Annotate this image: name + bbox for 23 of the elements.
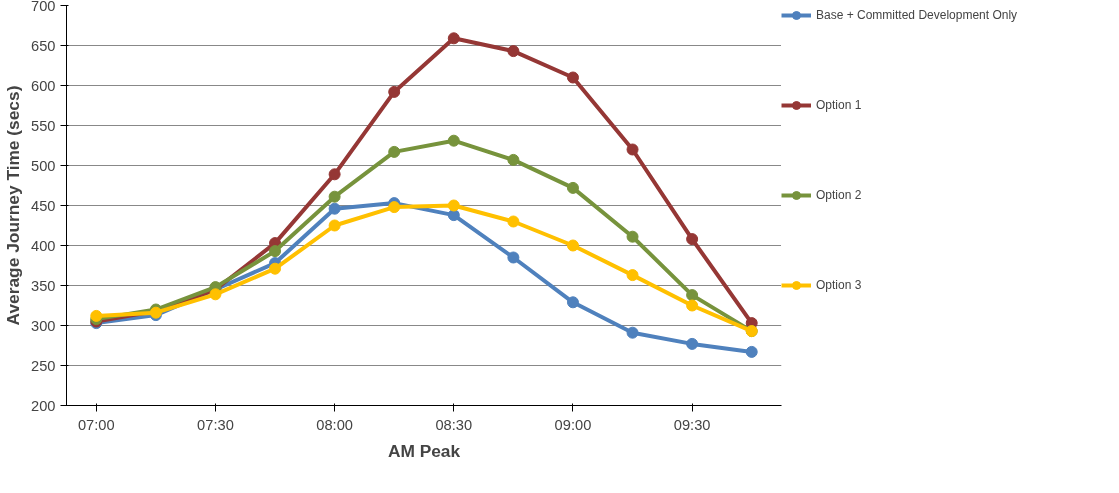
y-tick-label: 600 [31,77,56,94]
x-axis-title: AM Peak [387,440,461,461]
y-tick-label: 550 [31,117,56,134]
y-tick-label: 700 [31,0,56,14]
y-tick-label: 350 [31,277,56,294]
y-tick-label: 400 [31,237,56,254]
y-tick-label: 200 [31,397,56,414]
y-tick-label: 300 [31,317,56,334]
y-tick-label: 500 [31,157,56,174]
x-tick-label: 09:30 [673,416,711,433]
y-tick-label: 450 [31,197,56,214]
y-tick-label: 250 [31,357,56,374]
y-tick-label: 650 [31,37,56,54]
legend-label: Option 1 [816,98,862,112]
x-tick-label: 07:00 [77,416,115,433]
legend-label: Option 3 [816,278,862,292]
x-tick-label: 08:30 [435,416,473,433]
y-axis-title: Average Journey Time (secs) [3,85,24,326]
x-tick-label: 09:00 [554,416,592,433]
x-tick-label: 08:00 [316,416,353,433]
legend-label: Base + Committed Development Only [816,8,1018,22]
x-tick-label: 07:30 [197,416,234,433]
legend-label: Option 2 [816,188,862,202]
